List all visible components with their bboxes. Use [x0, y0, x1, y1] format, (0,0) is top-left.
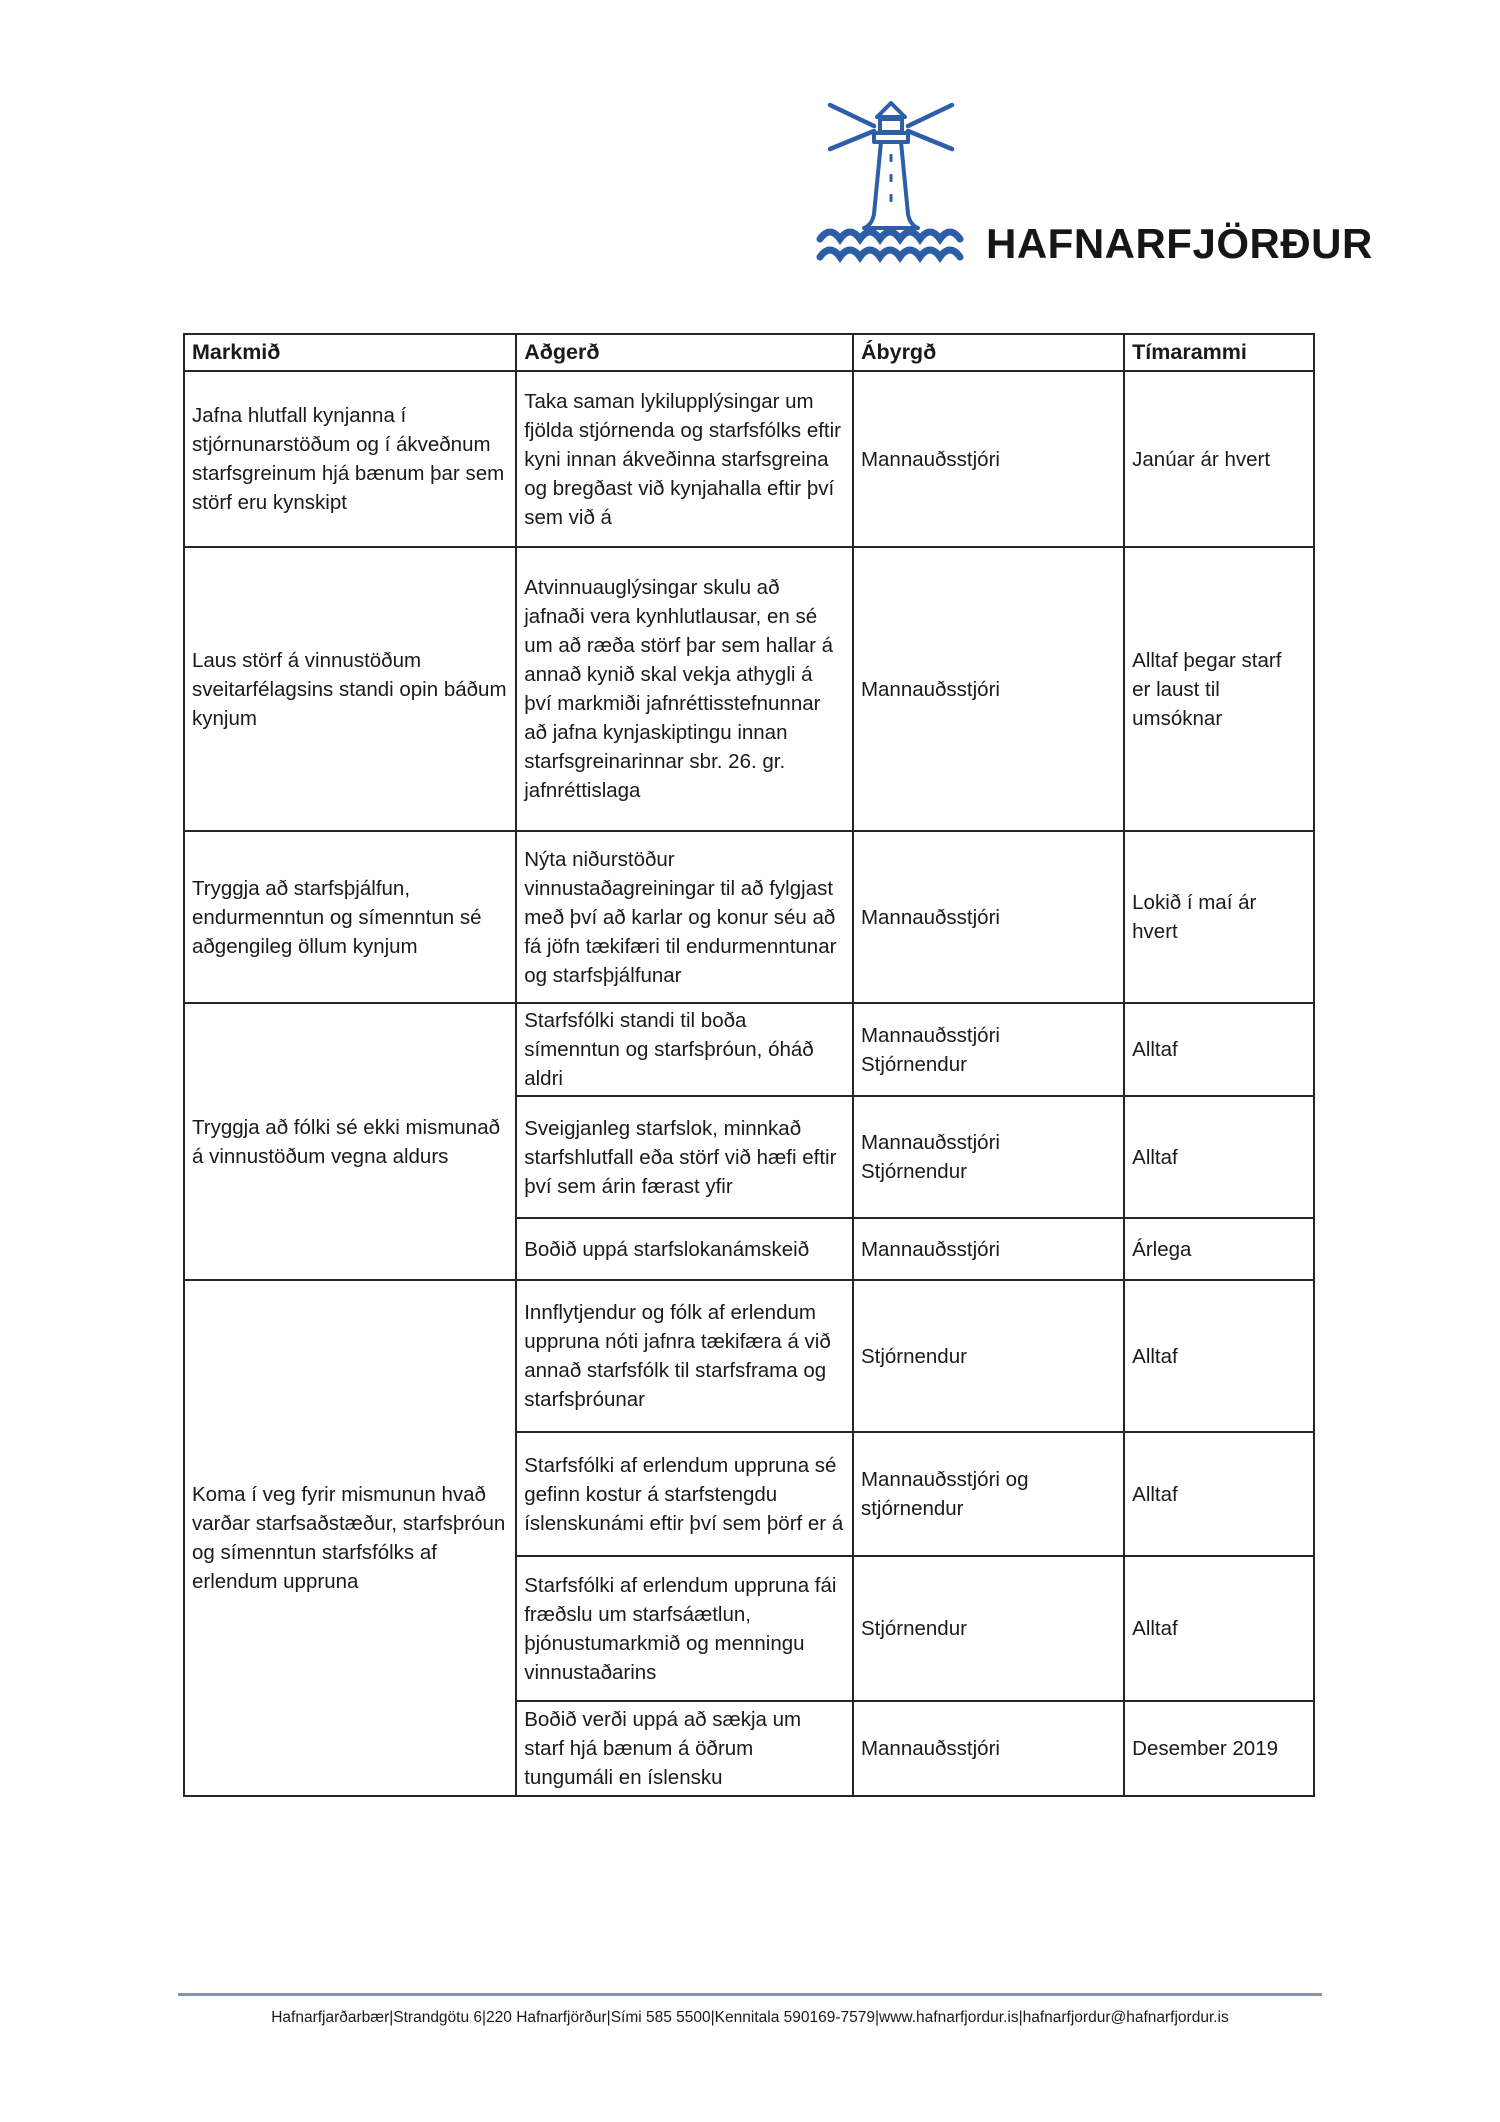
timeframe-cell: Janúar ár hvert: [1123, 370, 1315, 548]
column-header-timarammi: Tímarammi: [1123, 333, 1315, 372]
table-header-row: Markmið Aðgerð Ábyrgð Tímarammi: [182, 333, 1315, 372]
goal-cell: Tryggja að fólki sé ekki mismunað á vinn…: [182, 1002, 518, 1281]
goal-cell: Tryggja að starfsþjálfun, endurmenntun o…: [182, 830, 518, 1004]
table-row: Tryggja að fólki sé ekki mismunað á vinn…: [182, 1002, 1315, 1281]
lighthouse-icon: [816, 86, 966, 264]
footer-divider: [178, 1993, 1322, 1996]
action-cell: Taka saman lykilupplýsingar um fjölda st…: [515, 370, 854, 548]
timeframe-cell: Árlega: [1123, 1217, 1315, 1281]
responsible-cell: Stjórnendur: [851, 1555, 1126, 1702]
responsible-cell: Mannauðsstjóri: [851, 1217, 1126, 1281]
action-cell: Atvinnuauglýsingar skulu að jafnaði vera…: [515, 546, 854, 832]
action-cell: Starfsfólki standi til boða símenntun og…: [515, 1002, 854, 1097]
responsible-cell: Mannauðsstjóri og stjórnendur: [851, 1431, 1126, 1557]
action-cell: Boðið verði uppá að sækja um starf hjá b…: [515, 1700, 854, 1797]
action-cell: Sveigjanleg starfslok, minnkað starfshlu…: [515, 1095, 854, 1219]
column-header-adgerd: Aðgerð: [515, 333, 854, 372]
timeframe-cell: Alltaf: [1123, 1431, 1315, 1557]
table-row: Starfsfólki af erlendum uppruna sé gefin…: [184, 1431, 1315, 1557]
table-row: Tryggja að starfsþjálfun, endurmenntun o…: [182, 830, 1315, 1004]
timeframe-cell: Lokið í maí ár hvert: [1123, 830, 1315, 1004]
responsible-cell: Mannauðsstjóri: [851, 370, 1126, 548]
table-row: Laus störf á vinnustöðum sveitarfélagsin…: [182, 546, 1315, 832]
municipality-logo: HAFNARFJÖRÐUR: [816, 86, 1373, 267]
page-footer: Hafnarfjarðarbær|Strandgötu 6|220 Hafnar…: [178, 1993, 1322, 2027]
goal-cell: Jafna hlutfall kynjanna í stjórnunarstöð…: [182, 370, 518, 548]
responsible-cell: Mannauðsstjóri: [851, 830, 1126, 1004]
table-row: Jafna hlutfall kynjanna í stjórnunarstöð…: [182, 370, 1315, 548]
responsible-cell: Mannauðsstjóri: [851, 546, 1126, 832]
column-header-markmid: Markmið: [182, 333, 518, 372]
responsible-cell: Stjórnendur: [851, 1279, 1126, 1433]
table-row: Sveigjanleg starfslok, minnkað starfshlu…: [184, 1095, 1315, 1219]
responsible-cell: Mannauðsstjóri Stjórnendur: [851, 1002, 1126, 1097]
action-cell: Innflytjendur og fólk af erlendum upprun…: [515, 1279, 854, 1433]
table-row: Boðið verði uppá að sækja um starf hjá b…: [184, 1700, 1315, 1797]
action-plan-table: Markmið Aðgerð Ábyrgð Tímarammi Jafna hl…: [182, 333, 1315, 1797]
goal-cell: Koma í veg fyrir mismunun hvað varðar st…: [182, 1279, 518, 1797]
brand-wordmark: HAFNARFJÖRÐUR: [986, 220, 1373, 267]
timeframe-cell: Alltaf þegar starf er laust til umsóknar: [1123, 546, 1315, 832]
timeframe-cell: Alltaf: [1123, 1279, 1315, 1433]
table-row: Boðið uppá starfslokanámskeið Mannauðsst…: [184, 1217, 1315, 1281]
responsible-cell: Mannauðsstjóri: [851, 1700, 1126, 1797]
action-cell: Boðið uppá starfslokanámskeið: [515, 1217, 854, 1281]
table-row: Starfsfólki af erlendum uppruna fái fræð…: [184, 1555, 1315, 1702]
timeframe-cell: Alltaf: [1123, 1095, 1315, 1219]
action-cell: Starfsfólki af erlendum uppruna fái fræð…: [515, 1555, 854, 1702]
table-row: Koma í veg fyrir mismunun hvað varðar st…: [182, 1279, 1315, 1797]
footer-contact-line: Hafnarfjarðarbær|Strandgötu 6|220 Hafnar…: [271, 2009, 1229, 2026]
action-cell: Starfsfólki af erlendum uppruna sé gefin…: [515, 1431, 854, 1557]
responsible-cell: Mannauðsstjóri Stjórnendur: [851, 1095, 1126, 1219]
timeframe-cell: Alltaf: [1123, 1002, 1315, 1097]
goal-cell: Laus störf á vinnustöðum sveitarfélagsin…: [182, 546, 518, 832]
action-cell: Nýta niðurstöður vinnustaðagreiningar ti…: [515, 830, 854, 1004]
timeframe-cell: Alltaf: [1123, 1555, 1315, 1702]
timeframe-cell: Desember 2019: [1123, 1700, 1315, 1797]
column-header-abyrgd: Ábyrgð: [851, 333, 1126, 372]
